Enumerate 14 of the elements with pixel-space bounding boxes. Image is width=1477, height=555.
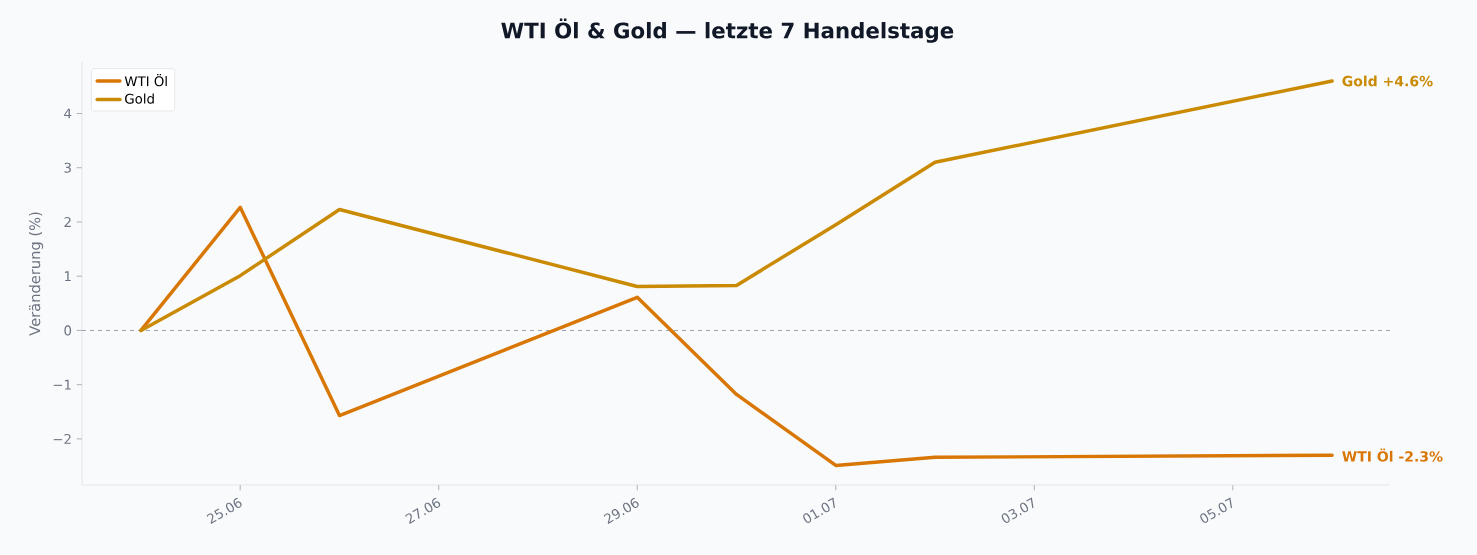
y-axis-title: Veränderung (%) xyxy=(28,212,44,336)
y-tick-label: 1 xyxy=(64,271,71,282)
y-tick-label: 2 xyxy=(64,217,71,227)
annotation: Gold +4.6% xyxy=(1342,75,1433,87)
legend-label: Gold xyxy=(125,93,154,104)
legend-label: WTI Öl xyxy=(124,73,167,87)
y-tick-label: 0 xyxy=(64,325,72,336)
chart-title: WTI Öl & Gold — letzte 7 Handelstage xyxy=(501,18,954,43)
line-series xyxy=(139,205,1334,468)
y-tick-label: 3 xyxy=(64,162,71,173)
y-tick-label: −1 xyxy=(53,379,71,390)
annotation: WTI Öl -2.3% xyxy=(1342,448,1443,462)
y-tick-label: 4 xyxy=(64,108,72,119)
y-tick-label: −2 xyxy=(53,433,71,444)
